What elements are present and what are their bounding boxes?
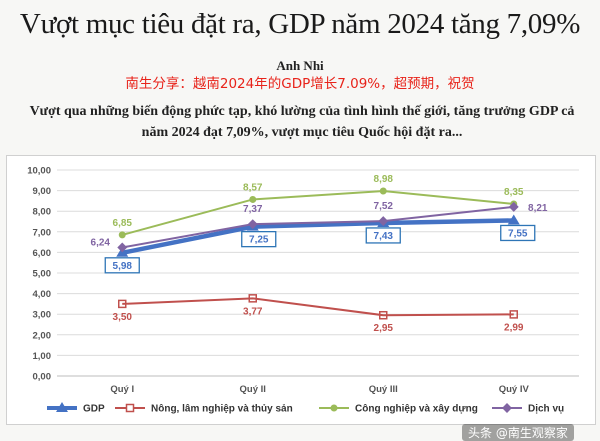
overlay-caption: 南生分享：越南2024年的GDP增长7.09%，超预期，祝贺 — [125, 76, 475, 92]
legend-marker — [56, 402, 68, 412]
data-point — [118, 231, 126, 239]
data-label: 7,25 — [249, 235, 269, 246]
data-label: 6,24 — [91, 237, 111, 248]
data-label: 8,98 — [374, 174, 394, 185]
x-tick-label: Quý I — [110, 384, 134, 395]
data-point — [379, 187, 387, 195]
data-point — [117, 242, 128, 253]
legend-label: Công nghiệp và xây dựng — [355, 404, 478, 415]
data-label-box — [365, 227, 401, 244]
series-line — [122, 205, 514, 249]
x-tick-label: Quý III — [369, 384, 398, 395]
data-label: 2,99 — [504, 322, 524, 333]
legend-label: Dịch vụ — [528, 404, 564, 415]
data-point — [248, 294, 257, 303]
series-line — [122, 297, 514, 317]
x-tick-label: Quý II — [240, 384, 266, 395]
data-point — [249, 195, 257, 203]
y-tick-label: 10,00 — [27, 166, 51, 177]
data-label: 2,95 — [374, 323, 394, 334]
data-label-box — [104, 257, 140, 274]
data-label-box — [500, 224, 536, 242]
data-label: 8,35 — [504, 187, 524, 198]
data-point — [507, 214, 520, 225]
data-label: 3,50 — [113, 312, 133, 323]
data-point — [379, 310, 388, 320]
series-line — [121, 218, 514, 256]
data-label: 8,57 — [243, 182, 263, 193]
data-label: 5,98 — [113, 261, 133, 272]
y-tick-label: 3,00 — [33, 310, 52, 321]
article-lede: Vượt qua những biến động phức tạp, khó l… — [29, 104, 575, 140]
series-line — [121, 190, 514, 236]
data-label: 6,85 — [113, 218, 133, 229]
data-point — [118, 299, 127, 309]
data-label: 7,55 — [508, 228, 528, 239]
gdp-chart: 0,00 1,00 2,00 3,00 4,00 5,00 6,00 7,00 8,00 9,00… — [6, 155, 596, 425]
y-tick-label: 2,00 — [33, 330, 52, 341]
article-headline: Vượt mục tiêu đặt ra, GDP năm 2024 tăng … — [19, 8, 581, 40]
data-point — [247, 219, 258, 230]
data-label: 8,21 — [528, 203, 548, 214]
watermark: 头条 @南生观察家 — [462, 424, 574, 441]
data-label: 3,77 — [243, 306, 263, 317]
legend-marker — [125, 403, 135, 413]
data-label-box — [241, 231, 277, 248]
y-tick-label: 4,00 — [33, 289, 52, 300]
y-tick-label: 5,00 — [33, 269, 52, 280]
legend-label: Nông, lâm nghiệp và thủy sản — [151, 404, 293, 415]
chart-canvas: 0,00 1,00 2,00 3,00 4,00 5,00 6,00 7,00 8,00 9,00… — [27, 166, 579, 415]
data-label: 7,52 — [374, 201, 394, 212]
legend-marker — [330, 404, 338, 412]
data-point — [509, 310, 518, 319]
y-tick-label: 1,00 — [33, 351, 52, 362]
article-author: Anh Nhi — [276, 58, 324, 73]
legend-marker — [502, 403, 512, 413]
y-tick-label: 8,00 — [33, 207, 52, 218]
y-tick-label: 6,00 — [33, 248, 52, 259]
y-tick-label: 9,00 — [33, 186, 52, 197]
legend-label: GDP — [83, 404, 105, 415]
x-tick-label: Quý IV — [499, 384, 530, 395]
y-tick-label: 0,00 — [33, 372, 52, 383]
data-label: 7,37 — [243, 204, 263, 215]
data-label: 7,43 — [374, 231, 394, 242]
y-tick-label: 7,00 — [33, 227, 52, 238]
